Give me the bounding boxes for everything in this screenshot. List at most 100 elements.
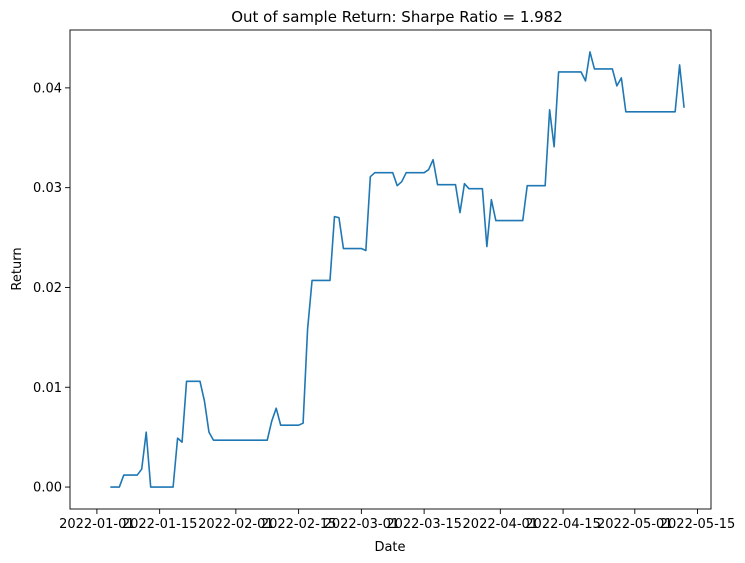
data-point — [333, 215, 335, 217]
data-point — [526, 184, 528, 186]
x-tick-label: 2022-02-01 — [198, 517, 274, 532]
data-point — [360, 247, 362, 249]
data-point — [208, 431, 210, 433]
data-point — [203, 400, 205, 402]
plot-frame — [69, 29, 712, 510]
y-tick-label: 0.00 — [33, 481, 62, 496]
data-point — [311, 279, 313, 281]
data-point — [423, 172, 425, 174]
data-point — [669, 111, 671, 113]
data-point — [248, 439, 250, 441]
data-point — [149, 486, 151, 488]
data-point — [593, 68, 595, 70]
data-point — [109, 486, 111, 488]
data-point — [580, 71, 582, 73]
y-tick-label: 0.02 — [33, 281, 62, 296]
data-point — [374, 172, 376, 174]
data-point — [297, 424, 299, 426]
data-point — [638, 111, 640, 113]
data-point — [396, 184, 398, 186]
data-point — [522, 219, 524, 221]
data-point — [342, 247, 344, 249]
data-point — [517, 219, 519, 221]
x-tick-label: 2022-03-15 — [386, 517, 462, 532]
data-point — [454, 183, 456, 185]
data-point — [616, 85, 618, 87]
data-point — [678, 64, 680, 66]
data-point — [656, 111, 658, 113]
x-tick-label: 2022-05-01 — [597, 517, 673, 532]
data-point — [145, 431, 147, 433]
x-tick-label: 2022-01-15 — [122, 517, 198, 532]
y-axis: 0.00 0.01 0.02 0.03 0.04 — [33, 81, 70, 496]
data-point — [329, 279, 331, 281]
data-point — [486, 245, 488, 247]
data-point — [531, 184, 533, 186]
data-point — [217, 439, 219, 441]
data-point — [275, 407, 277, 409]
series-line — [110, 51, 685, 488]
data-point — [557, 71, 559, 73]
data-point — [553, 146, 555, 148]
data-point — [306, 328, 308, 330]
y-tick-label: 0.03 — [33, 181, 62, 196]
data-point — [468, 187, 470, 189]
data-point — [235, 439, 237, 441]
data-point — [544, 184, 546, 186]
data-point — [365, 249, 367, 251]
data-point — [427, 169, 429, 171]
data-point — [369, 175, 371, 177]
data-point — [154, 486, 156, 488]
data-point — [432, 159, 434, 161]
data-point — [176, 437, 178, 439]
data-point — [548, 109, 550, 111]
data-point — [652, 111, 654, 113]
x-axis-label: Date — [374, 540, 405, 555]
data-point — [181, 441, 183, 443]
y-axis-label: Return — [10, 247, 25, 290]
data-point — [620, 77, 622, 79]
y-tick-label: 0.01 — [33, 381, 62, 396]
data-point — [401, 180, 403, 182]
x-tick-label: 2022-04-15 — [525, 517, 601, 532]
data-point — [279, 424, 281, 426]
data-point — [141, 468, 143, 470]
data-point — [589, 51, 591, 53]
x-tick-label: 2022-01-01 — [59, 517, 135, 532]
data-point — [611, 68, 613, 70]
data-point — [262, 439, 264, 441]
data-point — [356, 247, 358, 249]
data-point — [683, 107, 685, 109]
data-point — [499, 219, 501, 221]
data-point — [450, 183, 452, 185]
data-point — [123, 474, 125, 476]
x-tick-label: 2022-04-01 — [463, 517, 539, 532]
data-point — [643, 111, 645, 113]
plot-area — [109, 51, 685, 488]
data-point — [405, 172, 407, 174]
x-tick-label: 2022-02-15 — [261, 517, 337, 532]
data-point — [387, 172, 389, 174]
data-point — [647, 111, 649, 113]
data-point — [481, 187, 483, 189]
data-point — [575, 71, 577, 73]
data-point — [199, 380, 201, 382]
data-point — [118, 486, 120, 488]
data-point — [459, 211, 461, 213]
data-point — [185, 380, 187, 382]
data-point — [490, 198, 492, 200]
data-point — [338, 216, 340, 218]
data-point — [584, 80, 586, 82]
x-tick-label: 2022-05-15 — [660, 517, 736, 532]
data-point — [293, 424, 295, 426]
data-point — [495, 219, 497, 221]
data-point — [607, 68, 609, 70]
data-point — [172, 486, 174, 488]
data-point — [136, 474, 138, 476]
data-point — [114, 486, 116, 488]
data-point — [271, 420, 273, 422]
data-point — [513, 219, 515, 221]
data-point — [463, 182, 465, 184]
